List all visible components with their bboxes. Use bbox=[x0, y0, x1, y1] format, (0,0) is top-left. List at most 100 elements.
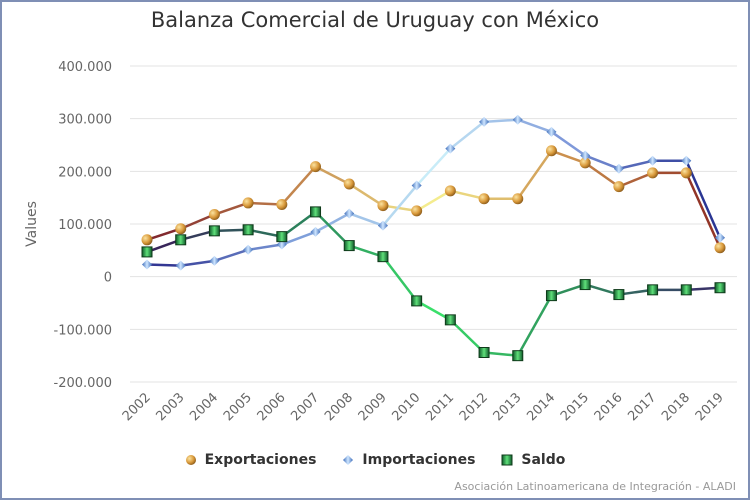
x-tick-label: 2007 bbox=[288, 390, 322, 424]
series-segment-importaciones bbox=[213, 248, 250, 263]
data-point-exportaciones bbox=[512, 193, 524, 205]
data-point-exportaciones bbox=[343, 178, 355, 190]
series-segment-exportaciones bbox=[583, 161, 621, 188]
x-tick-label: 2015 bbox=[558, 390, 592, 424]
data-point-exportaciones bbox=[444, 185, 456, 197]
series-segment-saldo bbox=[482, 351, 520, 357]
square-marker-icon bbox=[501, 454, 513, 466]
data-point-saldo bbox=[714, 282, 726, 294]
y-tick-label: -100.000 bbox=[54, 323, 112, 338]
data-point-saldo bbox=[141, 246, 153, 258]
series-segment-exportaciones bbox=[145, 227, 182, 242]
series-segment-importaciones bbox=[314, 212, 351, 234]
series-segment-saldo bbox=[617, 288, 654, 296]
series-segment-saldo bbox=[314, 210, 351, 247]
series-segment-saldo bbox=[213, 228, 250, 233]
series-segment-importaciones bbox=[347, 212, 385, 227]
x-tick-label: 2009 bbox=[356, 390, 390, 424]
series-segment-exportaciones bbox=[213, 201, 250, 216]
y-tick-label: -200.000 bbox=[54, 376, 112, 391]
data-point-importaciones bbox=[411, 180, 422, 191]
series-segment-exportaciones bbox=[516, 149, 553, 200]
legend-label: Saldo bbox=[521, 452, 566, 468]
data-point-saldo bbox=[545, 290, 557, 302]
chart-title: Balanza Comercial de Uruguay con México bbox=[150, 8, 600, 32]
data-point-importaciones bbox=[175, 260, 186, 271]
data-point-importaciones bbox=[681, 155, 692, 166]
footer-credit: Asociación Latinoamericana de Integració… bbox=[454, 480, 736, 493]
x-tick-label: 2016 bbox=[592, 390, 626, 424]
series-segment-importaciones bbox=[685, 159, 722, 239]
series-segment-importaciones bbox=[246, 243, 284, 252]
series-segment-importaciones bbox=[583, 154, 621, 170]
series-segment-exportaciones bbox=[550, 149, 587, 165]
series-segment-importaciones bbox=[516, 118, 553, 134]
series-segment-exportaciones bbox=[617, 171, 654, 188]
data-point-importaciones bbox=[243, 244, 254, 255]
data-point-importaciones bbox=[344, 208, 355, 219]
series-segment-importaciones bbox=[482, 118, 520, 124]
series-segment-exportaciones bbox=[246, 201, 284, 206]
data-point-importaciones bbox=[479, 116, 490, 127]
data-point-exportaciones bbox=[680, 167, 692, 179]
data-point-importaciones bbox=[647, 155, 658, 166]
data-point-saldo bbox=[647, 284, 659, 296]
series-segment-exportaciones bbox=[179, 213, 216, 230]
series-segment-saldo bbox=[246, 228, 284, 238]
data-point-saldo bbox=[276, 231, 288, 243]
legend-item-saldo[interactable]: Saldo bbox=[501, 452, 565, 468]
series-segment-exportaciones bbox=[415, 189, 452, 213]
data-point-exportaciones bbox=[647, 167, 659, 179]
x-tick-label: 2012 bbox=[457, 390, 491, 424]
series-segment-exportaciones bbox=[280, 165, 317, 206]
series-segment-importaciones bbox=[415, 147, 452, 187]
series-segment-importaciones bbox=[145, 263, 182, 267]
data-point-saldo bbox=[310, 206, 322, 218]
circle-marker-icon bbox=[185, 455, 196, 465]
data-point-exportaciones bbox=[276, 199, 288, 211]
y-tick-label: 100.000 bbox=[58, 218, 112, 233]
x-tick-label: 2002 bbox=[120, 390, 154, 424]
legend-item-importaciones[interactable]: Importaciones bbox=[342, 452, 475, 468]
series-segment-exportaciones bbox=[314, 165, 351, 186]
data-point-importaciones bbox=[512, 114, 523, 125]
data-point-saldo bbox=[343, 240, 355, 252]
series-segment-saldo bbox=[583, 283, 621, 296]
series-segment-saldo bbox=[145, 238, 182, 254]
x-tick-label: 2018 bbox=[659, 390, 693, 424]
legend-label: Importaciones bbox=[362, 452, 476, 468]
data-point-saldo bbox=[242, 224, 254, 236]
data-point-exportaciones bbox=[141, 234, 153, 246]
data-point-exportaciones bbox=[478, 193, 490, 205]
data-point-exportaciones bbox=[613, 181, 625, 193]
data-point-saldo bbox=[613, 289, 625, 301]
legend-item-exportaciones[interactable]: Exportaciones bbox=[185, 452, 317, 468]
series-segment-exportaciones bbox=[381, 204, 418, 213]
series-segment-saldo bbox=[415, 299, 452, 322]
series-segment-importaciones bbox=[550, 130, 587, 157]
data-point-exportaciones bbox=[310, 161, 322, 173]
legend-label: Exportaciones bbox=[204, 452, 317, 468]
series-segment-saldo bbox=[280, 210, 317, 238]
x-tick-label: 2017 bbox=[625, 390, 659, 424]
series-segment-saldo bbox=[449, 318, 486, 354]
series-segment-saldo bbox=[685, 286, 722, 292]
x-tick-label: 2004 bbox=[187, 390, 221, 424]
diamond-marker-icon bbox=[343, 455, 354, 465]
y-tick-label: 400.000 bbox=[58, 60, 112, 75]
x-tick-label: 2008 bbox=[322, 390, 356, 424]
data-point-saldo bbox=[208, 225, 220, 237]
data-point-exportaciones bbox=[714, 242, 726, 254]
data-point-saldo bbox=[579, 279, 591, 291]
series-segment-saldo bbox=[347, 244, 385, 258]
x-tick-label: 2014 bbox=[524, 390, 558, 424]
series-segment-exportaciones bbox=[685, 171, 722, 249]
series-segment-saldo bbox=[179, 229, 216, 242]
series-segment-importaciones bbox=[179, 259, 216, 267]
data-point-exportaciones bbox=[208, 209, 220, 221]
data-point-saldo bbox=[478, 347, 490, 359]
series-segment-importaciones bbox=[617, 159, 654, 170]
data-point-saldo bbox=[175, 234, 187, 246]
